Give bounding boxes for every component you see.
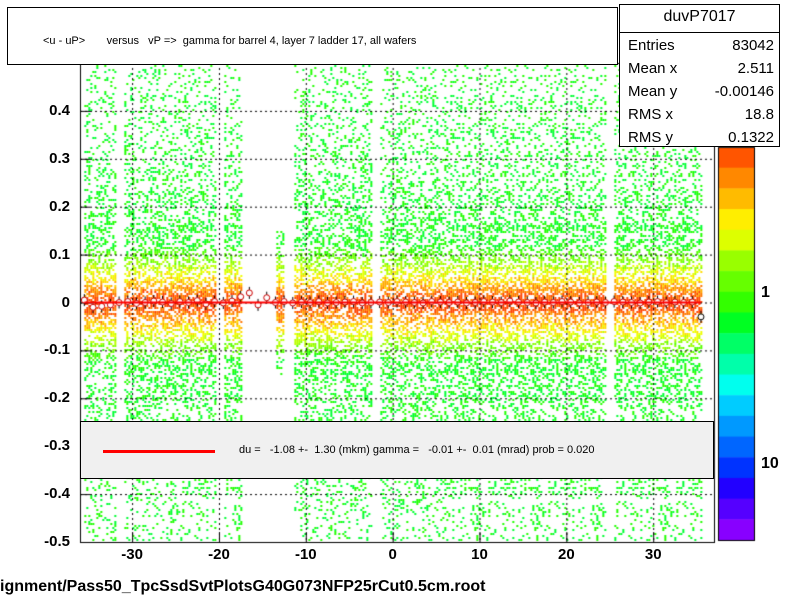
- z-tick-label: 1: [761, 284, 770, 301]
- y-tick-label: 0.3: [49, 149, 70, 167]
- stats-value: 2.511: [737, 60, 774, 77]
- stats-row-mean-y: Mean y -0.00146: [628, 83, 774, 103]
- fit-legend-line: [103, 450, 215, 453]
- y-tick-label: 0.2: [49, 197, 70, 215]
- x-tick-label: 30: [644, 546, 662, 563]
- y-tick-label: -0.3: [44, 437, 70, 455]
- stats-row-entries: Entries 83042: [628, 37, 774, 57]
- chart-title: <u - uP> versus vP => gamma for barrel 4…: [43, 35, 417, 47]
- fit-legend-text: du = -1.08 +- 1.30 (mkm) gamma = -0.01 +…: [239, 444, 595, 456]
- stats-value: 18.8: [744, 106, 774, 123]
- x-tick-label: 10: [471, 546, 488, 563]
- z-tick-label: 10: [761, 455, 779, 472]
- x-tick-label: 0: [388, 546, 397, 563]
- stats-value: 0.1322: [728, 129, 774, 146]
- stats-row-mean-x: Mean x 2.511: [628, 60, 774, 80]
- x-tick-label: -20: [208, 546, 230, 563]
- title-box: <u - uP> versus vP => gamma for barrel 4…: [7, 7, 618, 65]
- stats-key: Entries: [628, 37, 675, 54]
- stats-divider: [620, 32, 779, 33]
- stats-key: RMS x: [628, 106, 673, 123]
- x-tick-label: 20: [558, 546, 575, 563]
- y-tick-label: 0.1: [49, 245, 70, 263]
- stats-value: 83042: [732, 37, 774, 54]
- stats-row-rms-y: RMS y 0.1322: [628, 129, 774, 149]
- footer-filename: ignment/Pass50_TpcSsdSvtPlotsG40G073NFP2…: [0, 578, 486, 595]
- y-tick-label: -0.4: [44, 485, 70, 503]
- stats-histogram-name: duvP7017: [663, 8, 736, 25]
- y-tick-label: 0.4: [49, 101, 70, 119]
- y-tick-label: -0.1: [44, 341, 70, 359]
- stats-row-rms-x: RMS x 18.8: [628, 106, 774, 126]
- stats-key: Mean x: [628, 60, 678, 77]
- stats-value: -0.00146: [714, 83, 774, 100]
- stats-key: Mean y: [628, 83, 678, 100]
- stats-box: duvP7017 Entries 83042 Mean x 2.511 Mean…: [619, 4, 780, 147]
- y-tick-label: -0.5: [44, 533, 70, 550]
- x-tick-label: -30: [121, 546, 143, 563]
- x-tick-label: -10: [294, 546, 317, 563]
- stats-key: RMS y: [628, 129, 673, 146]
- y-tick-label: -0.2: [44, 389, 70, 407]
- fit-legend: du = -1.08 +- 1.30 (mkm) gamma = -0.01 +…: [80, 421, 714, 479]
- y-tick-label: 0: [61, 293, 70, 311]
